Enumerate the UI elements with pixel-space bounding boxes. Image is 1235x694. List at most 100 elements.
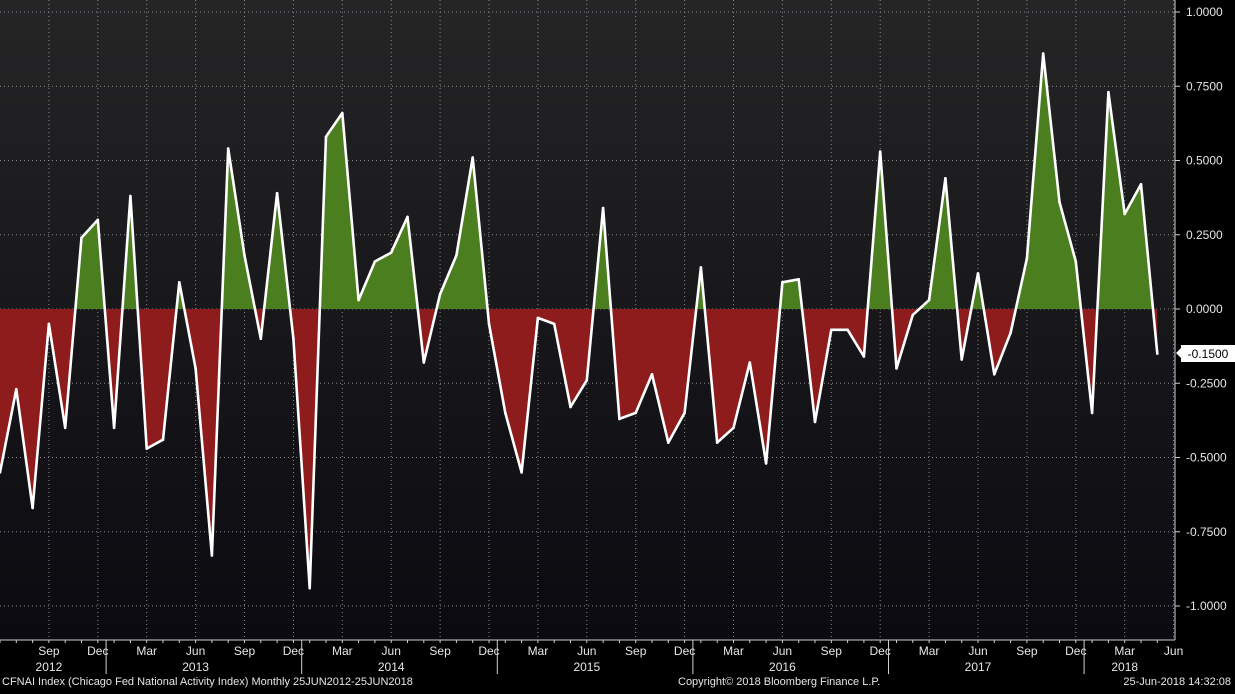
data-point <box>47 322 51 326</box>
data-point <box>275 191 279 195</box>
x-tick-label: Dec <box>870 644 891 658</box>
data-point <box>732 426 735 430</box>
data-point <box>634 411 637 415</box>
data-point <box>1139 183 1143 186</box>
data-point <box>341 111 344 115</box>
data-point <box>292 337 295 341</box>
data-point <box>618 417 621 421</box>
y-tick-label: -1.0000 <box>1186 599 1227 613</box>
y-tick-label: 0.5000 <box>1186 154 1223 168</box>
x-tick-label: Mar <box>136 644 157 658</box>
data-point <box>927 298 931 302</box>
x-tick-label: Mar <box>528 644 549 658</box>
footer-series-description: CFNAI Index (Chicago Fed National Activi… <box>2 676 413 688</box>
data-point <box>324 135 328 138</box>
data-point <box>748 361 752 364</box>
data-point <box>1058 200 1061 204</box>
x-tick-label: Jun <box>1164 644 1183 658</box>
data-point <box>455 254 458 257</box>
x-year-label: 2013 <box>182 660 209 674</box>
data-point <box>308 586 312 590</box>
x-tick-label: Mar <box>723 644 744 658</box>
data-point <box>601 206 605 210</box>
x-tick-label: Jun <box>186 644 205 658</box>
data-point <box>1107 90 1110 94</box>
chart-marks <box>0 52 1159 590</box>
data-point <box>504 411 507 415</box>
data-point <box>585 379 589 382</box>
x-tick-label: Mar <box>1114 644 1135 658</box>
data-point <box>683 411 686 415</box>
x-tick-label: Dec <box>87 644 108 658</box>
data-point <box>243 254 246 257</box>
x-year-label: 2018 <box>1111 660 1138 674</box>
x-year-label: 2016 <box>769 660 796 674</box>
negative-area <box>0 309 1158 589</box>
data-point <box>552 322 556 326</box>
data-point <box>259 337 263 341</box>
x-tick-label: Mar <box>919 644 940 658</box>
x-tick-label: Sep <box>429 644 451 658</box>
x-year-label: 2015 <box>573 660 600 674</box>
data-point <box>846 328 849 332</box>
last-value-tag: -0.1500 <box>1176 345 1235 362</box>
data-point <box>14 387 18 391</box>
data-point <box>569 405 572 409</box>
x-tick-label: Jun <box>577 644 596 658</box>
last-value-tag-box <box>1181 345 1235 362</box>
data-point <box>373 260 377 263</box>
data-point <box>764 462 768 465</box>
data-point <box>976 272 980 275</box>
data-point <box>1025 257 1029 260</box>
x-tick-label: Dec <box>674 644 695 658</box>
y-tick-label: -0.5000 <box>1186 451 1227 465</box>
data-point <box>80 236 83 239</box>
x-tick-label: Dec <box>1065 644 1086 658</box>
data-point <box>471 156 475 159</box>
series-line <box>0 52 1159 590</box>
data-point <box>63 426 67 430</box>
data-point <box>699 266 703 269</box>
data-point <box>178 281 181 284</box>
data-point <box>911 313 915 317</box>
data-point <box>161 438 165 442</box>
x-year-label: 2014 <box>378 660 405 674</box>
y-tick-label: -0.2500 <box>1186 376 1227 390</box>
data-point <box>1074 260 1078 263</box>
data-point <box>667 441 670 444</box>
last-value-tag-pointer <box>1176 348 1181 358</box>
data-point <box>129 194 132 198</box>
last-value-label: -0.1500 <box>1188 347 1229 361</box>
footer-timestamp: 25-Jun-2018 14:32:08 <box>1123 676 1231 688</box>
y-tick-label: 0.2500 <box>1186 228 1223 242</box>
y-tick-label: 0.7500 <box>1186 79 1223 93</box>
data-point <box>389 251 393 254</box>
data-point <box>520 471 523 474</box>
data-point <box>112 426 116 430</box>
data-point <box>715 441 719 444</box>
x-year-label: 2012 <box>36 660 63 674</box>
axes: 1.0000 0.7500 0.5000 0.2500 0.0000 -0.2500 -0.… <box>0 0 1227 674</box>
data-point <box>487 322 491 326</box>
data-point <box>878 150 882 153</box>
data-point <box>960 358 963 361</box>
data-point <box>813 420 817 424</box>
data-point <box>1156 352 1159 355</box>
data-point <box>1090 411 1094 415</box>
data-point <box>993 373 996 376</box>
x-tick-label: Sep <box>234 644 256 658</box>
x-tick-label: Dec <box>478 644 499 658</box>
data-point <box>536 316 540 320</box>
data-point <box>830 328 833 332</box>
x-tick-label: Jun <box>773 644 792 658</box>
data-point <box>438 292 442 296</box>
footer-copyright: Copyright© 2018 Bloomberg Finance L.P. <box>678 676 881 688</box>
x-tick-label: Jun <box>382 644 401 658</box>
data-point <box>210 554 214 557</box>
data-point <box>357 298 360 302</box>
data-point <box>862 355 866 358</box>
x-tick-label: Dec <box>283 644 304 658</box>
data-point <box>797 278 800 281</box>
x-tick-label: Sep <box>38 644 60 658</box>
